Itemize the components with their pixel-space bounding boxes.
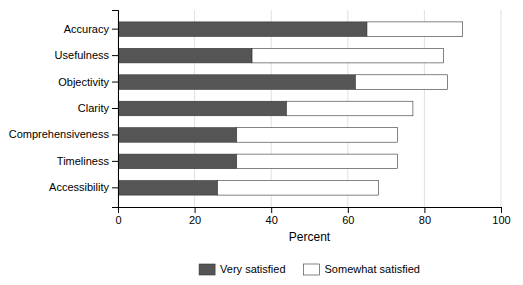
x-tick: 20 [189, 207, 201, 226]
tick-label: Clarity [78, 102, 110, 114]
grid-line [501, 10, 502, 207]
chart-svg: 0 20 40 60 80 100 Accuracy Usefulness Objectivit… [0, 0, 523, 285]
bar-series [218, 22, 463, 195]
bar [118, 75, 355, 90]
bar [367, 22, 463, 37]
bar [118, 154, 237, 169]
legend-swatch [304, 264, 320, 275]
grid [118, 10, 501, 207]
x-tick: 0 [115, 207, 121, 226]
chart-container: 0 20 40 60 80 100 Accuracy Usefulness Objectivit… [0, 0, 523, 285]
y-tick: Objectivity [58, 76, 118, 88]
y-tick: Accessibility [49, 181, 118, 193]
x-axis: 0 20 40 60 80 100 [115, 207, 510, 226]
x-tick: 80 [419, 207, 431, 226]
legend: Very satisfied Somewhat satisfied [199, 263, 420, 275]
bar [237, 154, 398, 169]
bar [118, 22, 367, 37]
legend-item: Somewhat satisfied [304, 263, 420, 275]
legend-label: Very satisfied [220, 263, 285, 275]
tick-mark [112, 134, 118, 135]
bar [118, 101, 287, 116]
tick-label: 80 [419, 214, 431, 226]
bar [237, 128, 398, 143]
tick-mark [112, 161, 118, 162]
bar [355, 75, 447, 90]
y-axis: Accuracy Usefulness Objectivity Clarity Comp… [9, 11, 119, 208]
legend-label: Somewhat satisfied [325, 263, 420, 275]
y-tick: Accuracy [64, 23, 118, 35]
tick-label: 0 [115, 214, 121, 226]
y-tick: Comprehensiveness [9, 128, 118, 140]
bar [118, 128, 237, 143]
tick-mark [195, 207, 196, 213]
tick-mark [501, 207, 502, 213]
legend-swatch [199, 264, 215, 275]
grid-line [424, 10, 425, 207]
tick-mark [112, 187, 118, 188]
bar [252, 48, 443, 63]
x-tick: 40 [266, 207, 278, 226]
tick-label: 60 [342, 214, 354, 226]
tick-label: Timeliness [57, 155, 110, 167]
y-tick: Timeliness [57, 155, 118, 167]
axis-domain [119, 208, 502, 214]
tick-mark [424, 207, 425, 213]
axis-domain [112, 11, 119, 208]
bars [118, 22, 463, 195]
tick-mark [112, 29, 118, 30]
bar [118, 48, 252, 63]
tick-mark [271, 207, 272, 213]
tick-label: Usefulness [55, 49, 110, 61]
x-tick: 60 [342, 207, 354, 226]
tick-label: 100 [492, 214, 510, 226]
tick-mark [112, 108, 118, 109]
y-tick: Clarity [78, 102, 118, 114]
tick-label: Comprehensiveness [9, 128, 110, 140]
tick-mark [348, 207, 349, 213]
tick-label: 40 [266, 214, 278, 226]
bar [218, 181, 379, 196]
tick-label: Accessibility [49, 181, 109, 193]
tick-mark [112, 82, 118, 83]
y-tick: Usefulness [55, 49, 118, 61]
plot-area: 0 20 40 60 80 100 Accuracy Usefulness Objectivit… [9, 10, 511, 244]
tick-label: 20 [189, 214, 201, 226]
tick-label: Objectivity [58, 76, 109, 88]
tick-mark [112, 55, 118, 56]
x-axis-title: Percent [289, 230, 331, 244]
bar [118, 181, 218, 196]
legend-item: Very satisfied [199, 263, 285, 275]
tick-label: Accuracy [64, 23, 110, 35]
bar [287, 101, 413, 116]
x-tick: 100 [492, 207, 510, 226]
